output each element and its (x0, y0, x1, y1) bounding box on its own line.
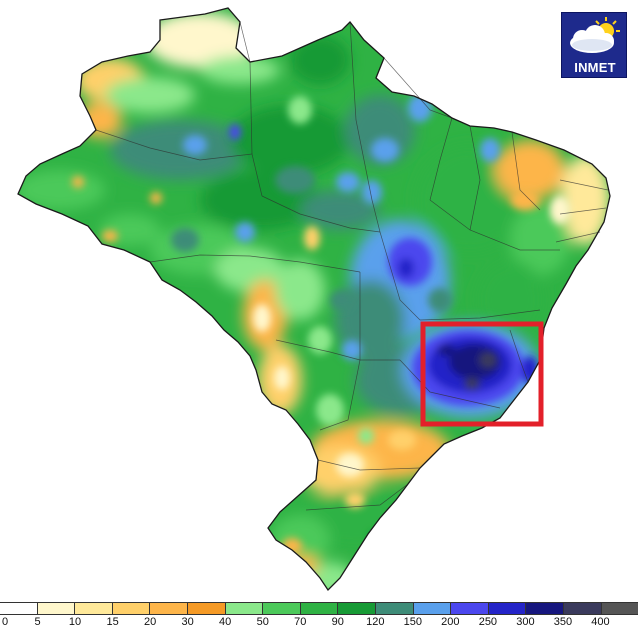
legend-label: 20 (143, 616, 157, 628)
legend-label: 400 (591, 616, 610, 628)
legend-label: 40 (219, 616, 232, 628)
highlight-rectangle (420, 321, 544, 427)
legend-label: 90 (331, 616, 344, 628)
legend-label: 350 (553, 616, 573, 628)
legend-label: 5 (34, 616, 41, 628)
legend-swatch (225, 603, 264, 614)
legend-labels: 0 5 10 15 20 30 40 50 70 90 120 150 200 250 300 350 400 (0, 616, 638, 630)
legend-label: 10 (68, 616, 82, 628)
inmet-logo: INMET (561, 12, 627, 78)
state-borders (95, 21, 609, 511)
legend-label: 0 (1, 616, 9, 628)
legend-swatch (112, 603, 151, 614)
legend-swatch (488, 603, 527, 614)
legend-swatch (338, 603, 376, 614)
legend-label: 50 (256, 616, 269, 628)
legend-swatch (187, 603, 226, 614)
logo-text: INMET (574, 60, 616, 75)
legend-label: 200 (441, 616, 460, 628)
legend-swatch (0, 603, 38, 614)
legend-label: 70 (294, 616, 307, 628)
legend-swatch (37, 603, 76, 614)
legend-swatch (601, 603, 638, 614)
legend-label: 300 (516, 616, 535, 628)
legend-swatch (526, 603, 564, 614)
legend-swatch (300, 603, 339, 614)
brazil-precipitation-map (17, 7, 611, 591)
legend-swatch (375, 603, 414, 614)
legend-label: 15 (106, 616, 119, 628)
precipitation-legend: 0 5 10 15 20 30 40 50 70 90 120 150 200 250 300 350 400 (0, 602, 638, 631)
legend-swatch (150, 603, 188, 614)
legend-color-bar (0, 602, 638, 615)
legend-swatch (75, 603, 113, 614)
legend-label: 250 (478, 616, 498, 628)
legend-label: 30 (181, 616, 194, 628)
legend-swatch (451, 603, 489, 614)
legend-swatch (413, 603, 452, 614)
legend-label: 150 (403, 616, 422, 628)
legend-label: 120 (366, 616, 385, 628)
legend-swatch (263, 603, 301, 614)
legend-swatch (563, 603, 602, 614)
precipitation-field (18, 8, 610, 590)
sun-cloud-icon (570, 17, 620, 53)
